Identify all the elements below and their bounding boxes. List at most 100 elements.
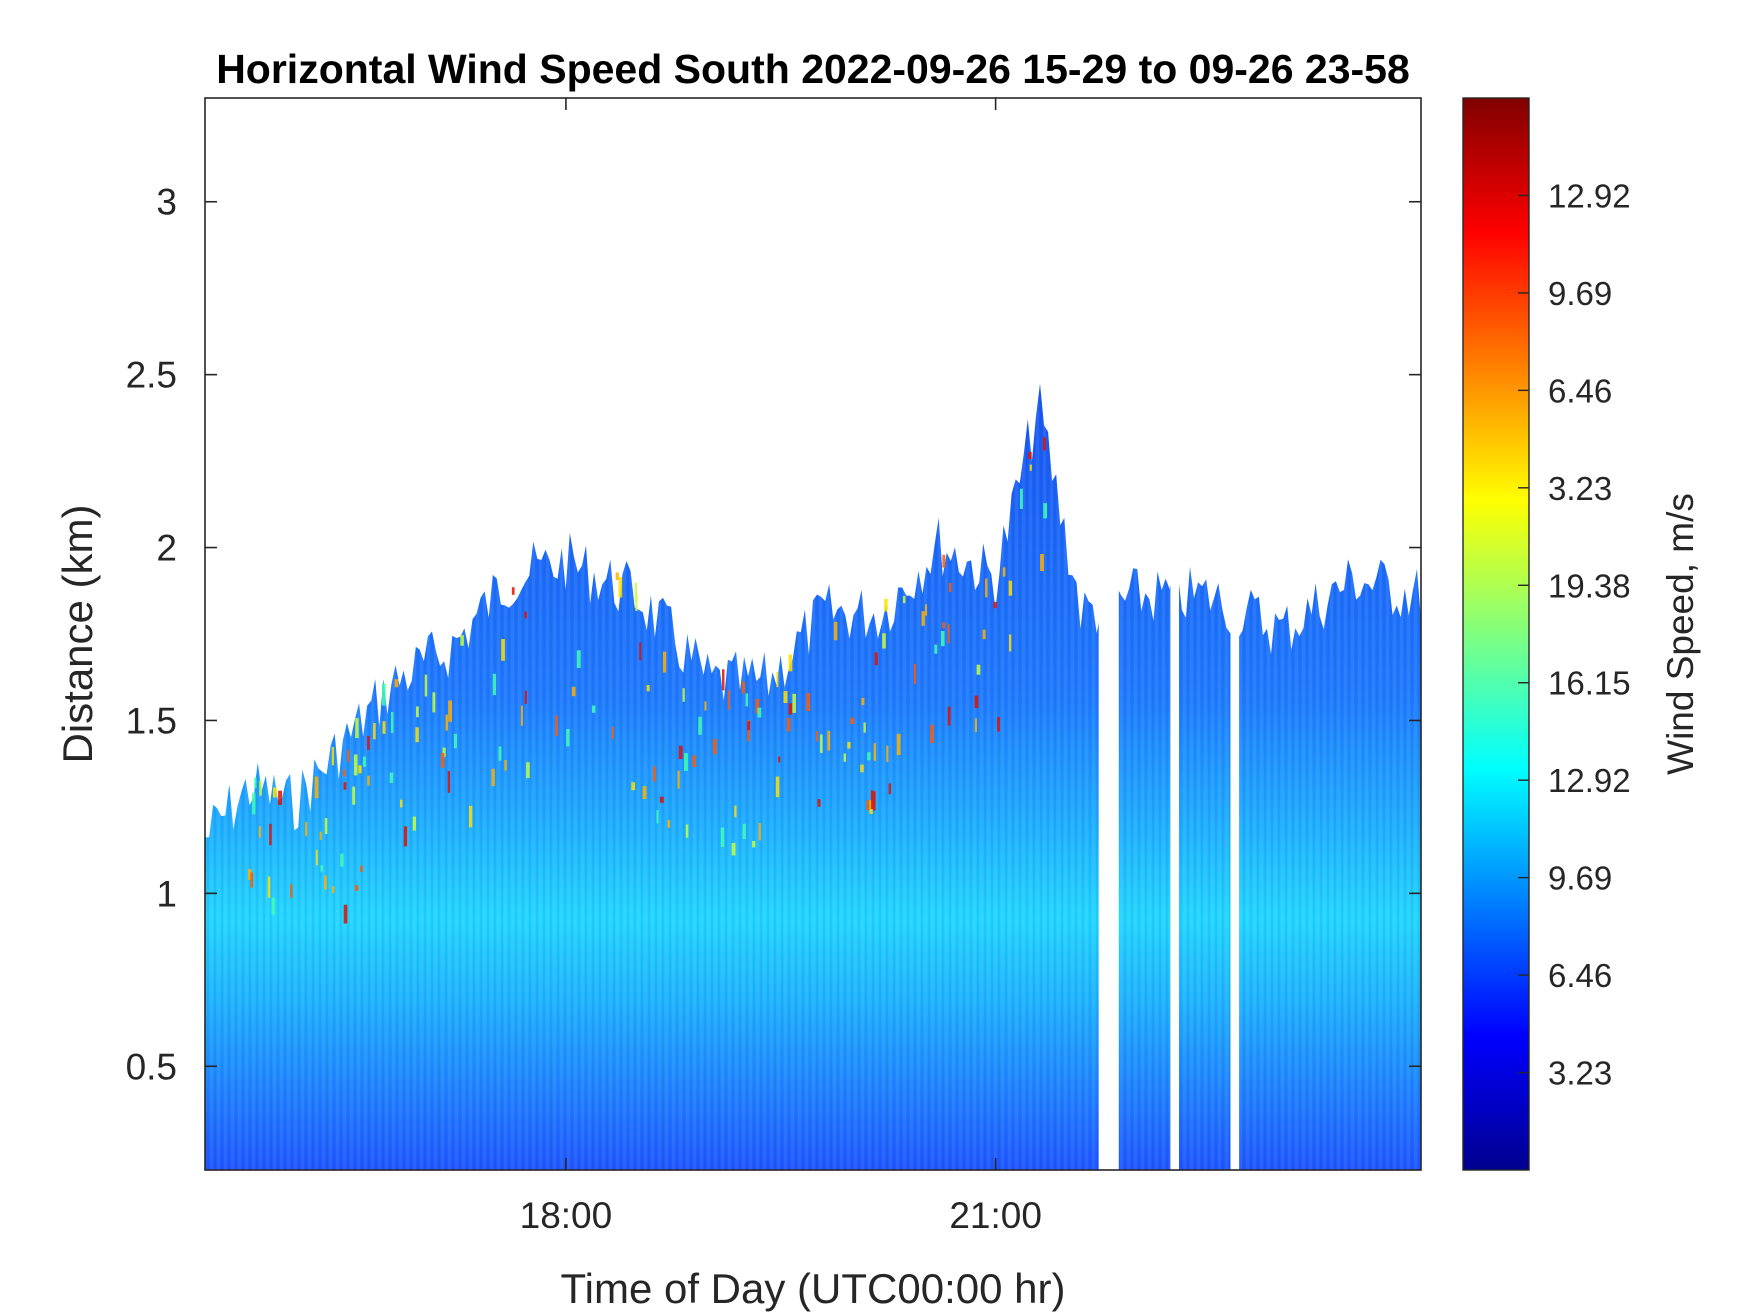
speckle: [635, 594, 638, 611]
colorbar-tick-label: 12.92: [1548, 177, 1631, 214]
speckle: [250, 872, 254, 888]
y-axis-ticks: 0.5 1 1.5 2 2.5 3: [126, 182, 1421, 1087]
speckle: [355, 718, 359, 738]
speckle: [324, 875, 327, 890]
speckle: [833, 621, 838, 641]
speckle: [653, 766, 656, 782]
speckle: [367, 735, 370, 750]
speckle: [445, 714, 448, 731]
speckle: [757, 707, 762, 718]
speckle: [332, 886, 335, 894]
speckle: [783, 691, 788, 703]
speckle: [930, 724, 934, 743]
chart-title: Horizontal Wind Speed South 2022-09-26 1…: [216, 46, 1410, 92]
speckle: [355, 885, 359, 891]
speckle: [1008, 580, 1013, 596]
speckle: [860, 764, 864, 773]
speckle: [884, 598, 888, 612]
speckle: [290, 884, 293, 898]
speckle: [896, 733, 901, 756]
heatmap-field: [205, 98, 1421, 1170]
y-tick-label: 2: [156, 528, 177, 569]
speckle: [731, 842, 736, 856]
speckle: [315, 849, 318, 866]
speckle: [1043, 503, 1048, 519]
speckle: [432, 692, 436, 713]
speckle: [817, 799, 821, 807]
colorbar-tick-label: 19.38: [1548, 567, 1631, 604]
speckle: [685, 824, 689, 838]
speckle: [453, 733, 457, 749]
speckle: [843, 753, 846, 762]
speckle: [982, 629, 986, 640]
speckle: [469, 805, 473, 828]
x-tick-label: 18:00: [520, 1195, 613, 1236]
speckle: [358, 765, 362, 774]
speckle: [331, 747, 335, 766]
speckle: [367, 775, 370, 786]
speckle: [591, 705, 596, 713]
speckle: [861, 697, 865, 706]
y-tick-label: 3: [156, 182, 177, 223]
speckle: [460, 635, 464, 646]
speckle: [324, 818, 328, 834]
speckle: [631, 782, 636, 791]
speckle: [678, 745, 683, 760]
speckle: [526, 762, 530, 779]
speckle: [775, 776, 780, 798]
speckle: [974, 695, 979, 709]
speckle: [720, 827, 725, 847]
speckle: [948, 582, 952, 592]
x-axis-label: Time of Day (UTC00:00 hr): [561, 1265, 1066, 1312]
speckle: [976, 664, 981, 675]
speckle: [1019, 488, 1023, 509]
speckle: [667, 820, 671, 828]
speckle: [698, 716, 702, 735]
speckle: [886, 745, 889, 762]
speckle: [815, 731, 818, 742]
speckle: [566, 729, 570, 747]
speckle: [424, 674, 428, 697]
speckle: [941, 631, 945, 647]
speckle: [491, 768, 495, 787]
speckle: [1009, 634, 1012, 652]
speckle: [416, 706, 419, 718]
speckle: [382, 683, 386, 706]
x-axis-ticks: 18:00 21:00: [520, 98, 1042, 1236]
speckle: [942, 622, 945, 629]
speckle: [993, 601, 997, 609]
speckle: [259, 780, 262, 796]
speckle: [639, 642, 642, 661]
data-gap-0: [1098, 98, 1119, 1170]
speckle: [997, 717, 1000, 732]
speckle: [412, 816, 416, 831]
speckle: [390, 712, 394, 734]
y-tick-label: 0.5: [126, 1046, 177, 1087]
speckle: [343, 904, 348, 924]
speckle: [792, 693, 796, 713]
speckle: [776, 672, 779, 688]
speckle: [722, 669, 725, 691]
speckle: [850, 717, 855, 724]
speckle: [382, 721, 386, 734]
y-tick-label: 1: [156, 873, 177, 914]
speckle: [1028, 451, 1032, 459]
speckle: [269, 823, 272, 846]
speckle: [713, 739, 717, 755]
speckle: [873, 743, 876, 761]
speckle: [273, 787, 277, 798]
data-gap-2: [1230, 98, 1240, 1170]
speckle: [888, 783, 892, 795]
y-tick-label: 1.5: [126, 700, 177, 741]
speckle: [866, 800, 871, 810]
speckle: [1040, 554, 1044, 572]
speckle: [555, 715, 558, 736]
speckle: [867, 752, 871, 761]
speckle: [441, 753, 445, 768]
speckle: [656, 810, 659, 824]
colorbar-tick-label: 3.23: [1548, 1055, 1612, 1092]
speckle: [314, 776, 319, 799]
speckle: [511, 587, 515, 595]
speckle: [682, 688, 685, 702]
speckle: [492, 673, 497, 696]
